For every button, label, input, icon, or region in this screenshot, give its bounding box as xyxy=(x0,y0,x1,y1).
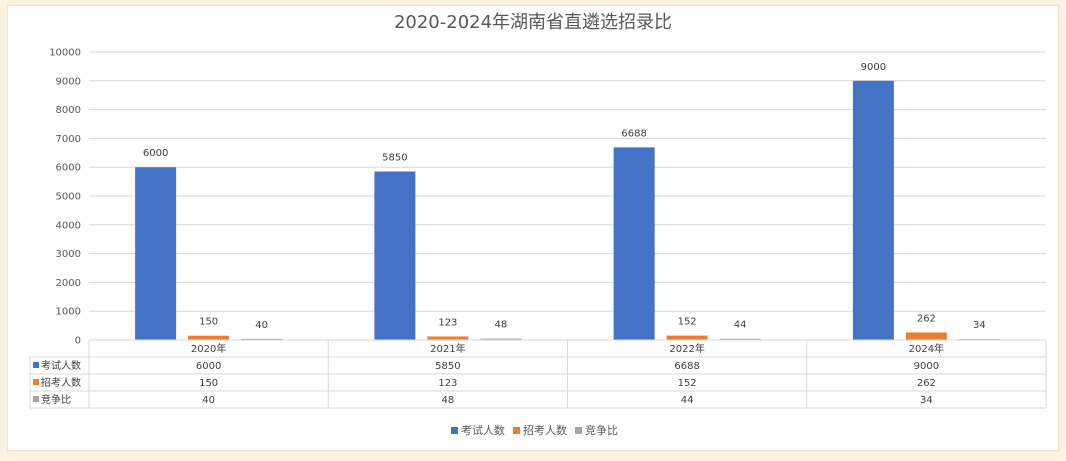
data-label: 262 xyxy=(917,313,936,324)
y-tick-label: 0 xyxy=(75,336,81,347)
table-series-name: 竞争比 xyxy=(41,393,71,406)
x-tick-label: 2022年 xyxy=(669,342,704,355)
x-tick-label: 2020年 xyxy=(191,342,226,355)
legend-label: 招考人数 xyxy=(523,423,567,437)
table-cell: 40 xyxy=(202,395,215,406)
bar xyxy=(480,338,522,340)
y-tick-label: 7000 xyxy=(56,134,81,145)
legend-swatch xyxy=(451,427,458,434)
bar xyxy=(241,338,283,340)
y-tick-label: 9000 xyxy=(56,76,81,87)
data-label: 40 xyxy=(255,320,268,331)
table-cell: 48 xyxy=(442,395,455,406)
table-series-name: 考试人数 xyxy=(41,359,81,372)
table-cell: 9000 xyxy=(914,361,939,372)
data-label: 123 xyxy=(438,317,457,328)
legend-label: 竞争比 xyxy=(585,423,618,437)
legend-swatch xyxy=(575,427,582,434)
data-label: 6688 xyxy=(621,128,646,139)
y-tick-label: 4000 xyxy=(56,220,81,231)
table-cell: 5850 xyxy=(435,361,460,372)
bar xyxy=(135,167,177,340)
data-label: 48 xyxy=(495,320,508,331)
table-cell: 44 xyxy=(681,395,694,406)
y-tick-label: 1000 xyxy=(56,307,81,318)
table-cell: 152 xyxy=(678,378,697,389)
y-tick-label: 6000 xyxy=(56,163,81,174)
bar xyxy=(613,147,655,340)
legend-swatch xyxy=(513,427,520,434)
data-label: 5850 xyxy=(382,153,407,164)
data-label: 9000 xyxy=(861,62,886,73)
table-cell: 123 xyxy=(438,378,457,389)
table-legend-key xyxy=(33,362,39,368)
y-tick-label: 3000 xyxy=(56,249,81,260)
table-legend-key xyxy=(33,379,39,385)
x-tick-label: 2024年 xyxy=(909,342,944,355)
bar xyxy=(905,332,947,340)
table-cell: 150 xyxy=(199,378,218,389)
table-cell: 6688 xyxy=(674,361,699,372)
data-label: 34 xyxy=(973,320,986,331)
bar xyxy=(666,335,708,340)
y-tick-label: 8000 xyxy=(56,105,81,116)
data-label: 152 xyxy=(678,317,697,328)
x-tick-label: 2021年 xyxy=(430,342,465,355)
data-label: 150 xyxy=(199,317,218,328)
table-cell: 34 xyxy=(920,395,933,406)
y-tick-label: 5000 xyxy=(56,192,81,203)
bar xyxy=(188,335,230,340)
table-series-name: 招考人数 xyxy=(41,376,81,389)
chart-title: 2020-2024年湖南省直遴选招录比 xyxy=(393,12,673,33)
bar xyxy=(427,336,469,340)
table-legend-key xyxy=(33,396,39,402)
legend-label: 考试人数 xyxy=(461,424,505,437)
bar xyxy=(852,80,894,341)
bar xyxy=(374,171,416,340)
y-tick-label: 10000 xyxy=(49,48,81,59)
data-label: 44 xyxy=(734,320,747,331)
y-tick-label: 2000 xyxy=(56,278,81,289)
data-label: 6000 xyxy=(143,148,168,159)
table-cell: 262 xyxy=(917,378,936,389)
table-cell: 6000 xyxy=(196,361,221,372)
bar xyxy=(719,338,761,340)
